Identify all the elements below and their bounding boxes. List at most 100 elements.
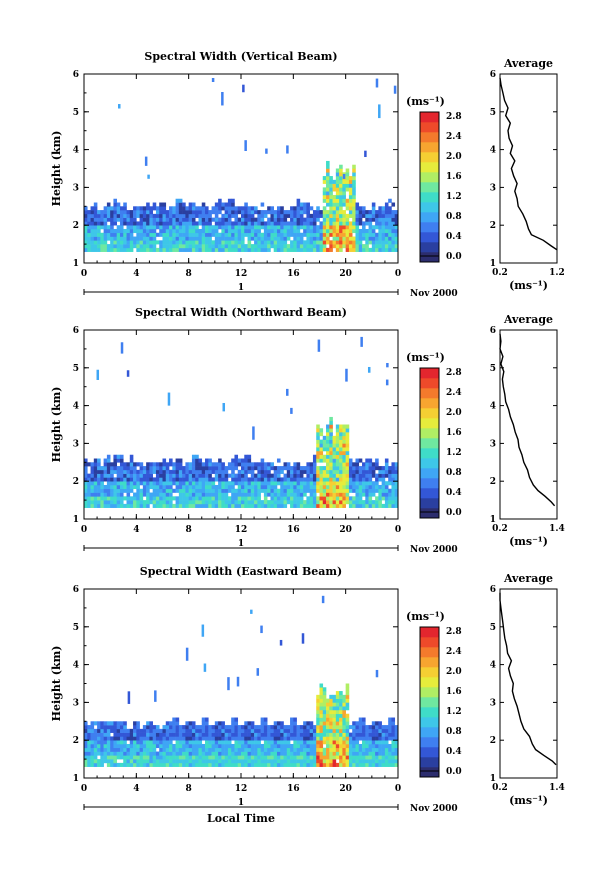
heatmap-cell: [362, 717, 366, 722]
heatmap-cell: [159, 210, 163, 215]
heatmap-cell: [378, 240, 382, 245]
profile-title: Average: [503, 57, 553, 70]
heatmap-cell: [224, 473, 229, 478]
heatmap-cell: [306, 210, 310, 215]
heatmap-cell: [371, 484, 376, 490]
heatmap-cell: [205, 225, 209, 230]
heatmap-cell: [296, 732, 301, 737]
heatmap-cell: [237, 217, 242, 222]
heatmap-cell: [227, 755, 232, 760]
heatmap-cell: [283, 500, 288, 505]
heatmap-cell: [165, 751, 170, 756]
heatmap-cell: [290, 228, 294, 234]
colorbar-tick-label: 1.6: [446, 428, 462, 438]
heatmap-cell: [149, 740, 153, 745]
heatmap-cell: [365, 240, 369, 245]
heatmap-cell: [87, 217, 91, 222]
profile-x-tick-label: 1.4: [549, 783, 565, 793]
heatmap-cell: [335, 210, 340, 215]
heatmap-cell: [263, 728, 268, 733]
heatmap-cell: [316, 702, 320, 707]
heatmap-cell: [139, 488, 144, 493]
heatmap-cell: [110, 232, 114, 237]
heatmap-cell: [113, 213, 118, 218]
heatmap-cell: [326, 698, 330, 703]
profile-y-tick-label: 3: [490, 698, 496, 708]
heatmap-cell: [312, 484, 317, 490]
heatmap-cell: [123, 462, 127, 467]
heatmap-cell: [254, 732, 258, 737]
heatmap-cell: [123, 488, 127, 493]
heatmap-cell: [165, 492, 170, 497]
x-tick-label: 4: [133, 269, 139, 279]
heatmap-cell: [303, 477, 307, 482]
heatmap-cell: [371, 751, 376, 756]
heatmap-cell: [221, 213, 225, 218]
heatmap-cell: [182, 228, 186, 234]
heatmap-cell: [312, 454, 317, 459]
heatmap-cell: [218, 740, 222, 745]
heatmap-cell: [332, 717, 337, 722]
heatmap-cell: [247, 469, 252, 474]
heatmap-cell: [276, 725, 281, 730]
heatmap-cell: [280, 228, 284, 234]
heatmap-cell: [142, 217, 147, 222]
heatmap-cell: [381, 210, 386, 215]
heatmap-cell: [332, 198, 337, 203]
heatmap-cell: [254, 210, 258, 215]
heatmap-cell: [326, 740, 330, 745]
heatmap-cell: [169, 225, 173, 230]
heatmap-cell: [345, 179, 350, 184]
heatmap-cell: [129, 481, 134, 486]
heatmap-cell: [119, 743, 124, 749]
heatmap-cell: [345, 694, 350, 699]
heatmap-cell: [178, 488, 183, 493]
heatmap-cell: [139, 751, 144, 756]
heatmap-cell: [329, 732, 333, 737]
heatmap-cell: [381, 728, 386, 733]
heatmap-cell: [286, 244, 291, 249]
heatmap-cell: [237, 481, 242, 486]
heatmap-cell: [293, 244, 297, 249]
heatmap-cell: [100, 466, 104, 471]
heatmap-cell: [348, 466, 353, 471]
heatmap-cell: [276, 477, 281, 482]
heatmap-cell: [182, 210, 186, 215]
heatmap-cell: [221, 503, 225, 508]
heatmap-cell: [283, 477, 288, 482]
heatmap-cell: [306, 473, 310, 478]
heatmap-cell: [250, 725, 255, 730]
heatmap-cell: [381, 217, 386, 222]
heatmap-cell: [178, 232, 183, 237]
heatmap-cell: [211, 462, 216, 467]
heatmap-cell: [198, 469, 203, 474]
heatmap-cell: [388, 213, 392, 218]
heatmap-cell: [241, 743, 245, 749]
heatmap-cell: [250, 221, 255, 226]
heatmap-cell: [342, 469, 346, 474]
heatmap-cell: [329, 743, 333, 749]
heatmap-cell: [103, 728, 108, 733]
heatmap-cell: [332, 458, 337, 463]
heatmap-cell: [139, 213, 144, 218]
heatmap-cell: [273, 247, 278, 252]
heatmap-cell: [335, 187, 340, 192]
heatmap-cell: [293, 755, 297, 760]
heatmap-cell: [388, 210, 392, 215]
heatmap-cell: [329, 717, 333, 722]
heatmap-cell: [247, 496, 252, 501]
heatmap-cell: [309, 762, 314, 767]
heatmap-cell: [368, 751, 373, 756]
heatmap-cell: [384, 755, 389, 760]
heatmap-cell: [263, 210, 268, 215]
heatmap-cell: [205, 725, 209, 730]
heatmap-cell: [126, 503, 131, 508]
heatmap-cell: [381, 247, 386, 252]
heatmap-cell: [257, 225, 261, 230]
heatmap-cell: [352, 198, 356, 203]
heatmap-cell: [165, 728, 170, 733]
heatmap-cell: [250, 743, 255, 749]
heatmap-cell: [155, 496, 160, 501]
heatmap-cell: [169, 484, 173, 490]
heatmap-cell: [329, 439, 333, 444]
